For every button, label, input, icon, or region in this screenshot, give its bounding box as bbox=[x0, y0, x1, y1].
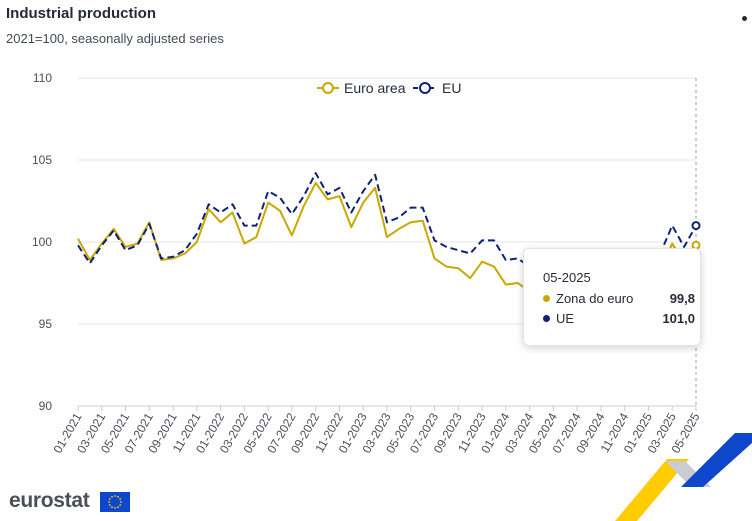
flag-star-10 bbox=[117, 495, 119, 498]
y-tick-label-110: 110 bbox=[33, 71, 52, 85]
tooltip-euro-area-dot bbox=[543, 295, 550, 302]
hover-point-eu bbox=[691, 221, 701, 231]
legend-eu-marker bbox=[419, 82, 431, 94]
flag-star-4 bbox=[111, 506, 113, 509]
flag-star-3 bbox=[114, 507, 116, 509]
flag-star-11 bbox=[119, 498, 122, 500]
tooltip-eu-label: UE bbox=[556, 311, 575, 326]
y-tick-label-100: 100 bbox=[32, 235, 52, 249]
flag-star-5 bbox=[108, 504, 111, 506]
grid-lines bbox=[78, 77, 696, 407]
flag-star-1 bbox=[119, 504, 122, 506]
flag-star-0 bbox=[120, 501, 122, 503]
hover-crosshair bbox=[691, 78, 701, 406]
tooltip-euro-area-label: Zona do euro bbox=[556, 291, 634, 306]
y-tick-label-90: 90 bbox=[39, 399, 53, 413]
tooltip-eu-value: 101,0 bbox=[662, 311, 695, 326]
tooltip-euro-area-value: 99,8 bbox=[669, 291, 695, 306]
flag-star-6 bbox=[108, 501, 110, 503]
y-axis-ticks: 90 95 100 105 110 bbox=[32, 71, 52, 413]
flag-star-7 bbox=[108, 498, 111, 500]
legend-euro-area-label: Euro area bbox=[344, 80, 406, 96]
legend-euro-area-marker bbox=[322, 82, 334, 94]
chart-menu-icon[interactable] bbox=[742, 16, 747, 21]
legend-item-eu[interactable]: EU bbox=[413, 80, 461, 96]
tooltip-row-euro-area: Zona do euro 99,8 bbox=[543, 291, 695, 307]
series-line-eu[interactable] bbox=[77, 172, 697, 270]
flag-star-8 bbox=[111, 495, 113, 498]
legend: Euro area EU bbox=[317, 80, 461, 96]
tooltip-eu-dot bbox=[543, 315, 550, 322]
chart-subtitle: 2021=100, seasonally adjusted series bbox=[6, 31, 224, 46]
x-axis: 01-202103-202105-202107-202109-202111-20… bbox=[50, 405, 703, 456]
legend-item-euro-area[interactable]: Euro area bbox=[317, 80, 406, 96]
chart-tooltip: 05-2025 Zona do euro 99,8 UE 101,0 bbox=[523, 248, 701, 346]
y-tick-label-95: 95 bbox=[39, 317, 53, 331]
tooltip-row-eu: UE 101,0 bbox=[543, 311, 695, 327]
chart-title: Industrial production bbox=[6, 5, 156, 22]
eurostat-logo-text: eurostat bbox=[9, 489, 90, 512]
legend-eu-label: EU bbox=[442, 80, 461, 96]
deco-blue-stripe bbox=[681, 433, 752, 487]
decorative-stripes bbox=[615, 433, 752, 521]
eu-flag-icon bbox=[100, 492, 130, 512]
deco-yellow-stripe bbox=[615, 459, 689, 521]
flag-star-2 bbox=[117, 506, 119, 509]
y-tick-label-105: 105 bbox=[32, 153, 52, 167]
flag-star-9 bbox=[114, 495, 116, 497]
tooltip-period: 05-2025 bbox=[543, 270, 591, 285]
